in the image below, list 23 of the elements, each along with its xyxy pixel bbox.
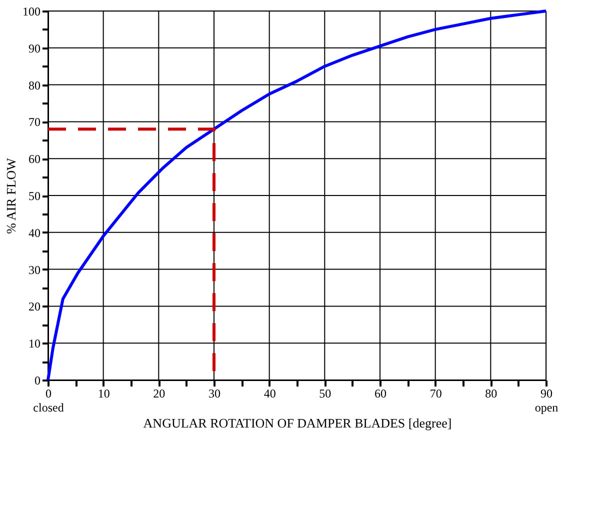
y-tick-label: 0: [34, 374, 40, 388]
y-tick-label: 30: [28, 262, 40, 277]
x-tick-label: 90 open: [534, 386, 558, 414]
x-tick-label: 20: [153, 386, 166, 400]
x-tick-label: 70: [430, 386, 442, 400]
x-tick-label: 0 closed: [33, 386, 64, 414]
y-tick-label: 40: [28, 226, 40, 240]
y-tick-label: 50: [28, 189, 40, 203]
y-axis-title: % AIR FLOW: [4, 157, 18, 234]
y-tick-label: 70: [28, 115, 40, 130]
y-tick-label: 10: [28, 336, 40, 351]
x-tick-label: 50: [319, 386, 332, 400]
y-tick-label: 20: [28, 300, 40, 314]
x-tick-label: 80: [485, 386, 498, 400]
x-tick-label: 40: [264, 386, 276, 400]
x-tick-label: 30: [208, 386, 220, 400]
x-axis-title: ANGULAR ROTATION OF DAMPER BLADES [degree]: [143, 416, 452, 430]
y-tick-label: 60: [28, 152, 40, 166]
y-tick-label: 100: [22, 4, 40, 18]
y-tick-label: 80: [28, 78, 40, 92]
y-tick-label: 90: [28, 41, 40, 56]
x-tick-label: 10: [98, 386, 110, 400]
x-tick-label: 60: [374, 386, 386, 400]
